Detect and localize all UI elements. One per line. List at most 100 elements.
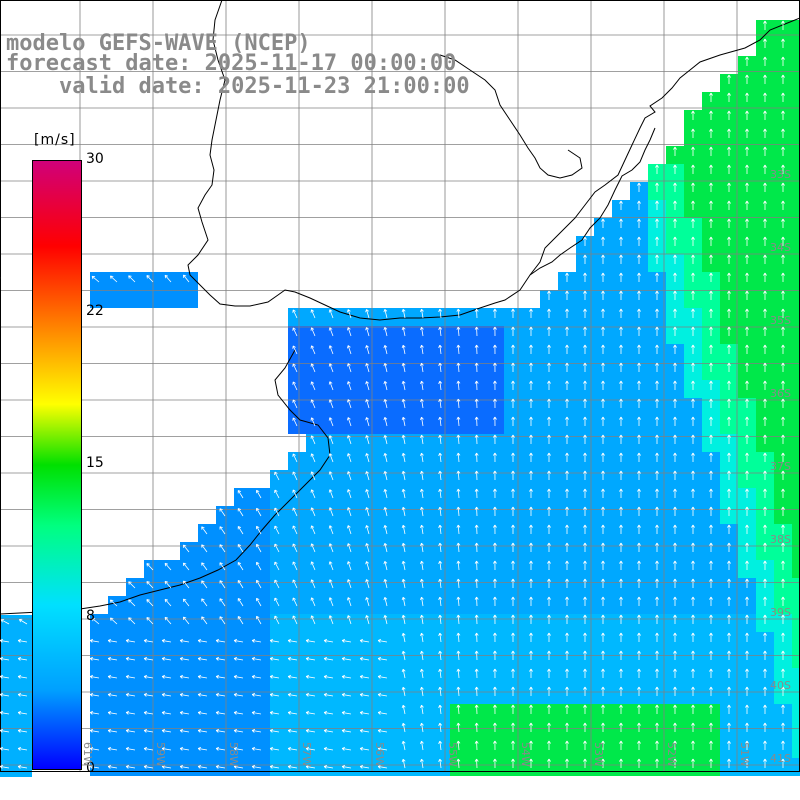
wind-arrow bbox=[310, 381, 316, 391]
wind-arrow bbox=[709, 668, 713, 678]
wind-arrow bbox=[323, 710, 334, 715]
wind-cell bbox=[180, 578, 198, 596]
wind-arrow bbox=[763, 506, 767, 516]
wind-arrow bbox=[691, 488, 695, 498]
wind-arrow bbox=[601, 506, 605, 516]
longitude-label: 55W bbox=[446, 742, 459, 767]
wind-cell bbox=[108, 632, 126, 650]
wind-cell bbox=[288, 524, 306, 542]
wind-arrow bbox=[125, 728, 136, 733]
wind-arrow bbox=[456, 326, 461, 337]
wind-arrow bbox=[745, 668, 749, 678]
wind-arrow bbox=[691, 308, 695, 318]
wind-arrow bbox=[456, 596, 461, 607]
wind-cell bbox=[288, 380, 306, 398]
wind-arrow bbox=[727, 488, 731, 498]
wind-arrow bbox=[637, 488, 641, 498]
wind-arrow bbox=[237, 490, 244, 499]
wind-arrow bbox=[763, 74, 767, 84]
wind-cell bbox=[126, 290, 144, 308]
wind-arrow bbox=[763, 452, 767, 462]
wind-arrow bbox=[365, 561, 370, 571]
wind-cell bbox=[198, 686, 216, 704]
wind-arrow bbox=[673, 686, 677, 696]
wind-cell bbox=[90, 704, 108, 722]
wind-arrow bbox=[763, 758, 767, 768]
wind-arrow bbox=[637, 272, 641, 282]
wind-arrow bbox=[619, 272, 623, 282]
wind-arrow bbox=[619, 470, 623, 480]
wind-arrow bbox=[727, 434, 731, 444]
wind-arrow bbox=[359, 710, 370, 715]
wind-cell bbox=[252, 542, 270, 560]
wind-arrow bbox=[365, 417, 370, 427]
wind-arrow bbox=[438, 452, 443, 463]
wind-cell bbox=[792, 38, 800, 56]
wind-arrow bbox=[619, 218, 623, 228]
wind-arrow bbox=[727, 758, 731, 768]
wind-arrow bbox=[492, 434, 497, 445]
wind-arrow bbox=[323, 746, 334, 751]
wind-cell bbox=[252, 614, 270, 632]
wind-arrow bbox=[547, 578, 551, 588]
wind-arrow bbox=[359, 764, 370, 769]
wind-arrow bbox=[547, 398, 551, 408]
wind-arrow bbox=[274, 525, 280, 535]
wind-arrow bbox=[164, 598, 172, 607]
wind-arrow bbox=[529, 596, 533, 606]
wind-arrow bbox=[438, 434, 443, 445]
wind-arrow bbox=[763, 308, 767, 318]
wind-arrow bbox=[365, 327, 370, 337]
wind-arrow bbox=[565, 578, 569, 588]
wind-arrow bbox=[547, 416, 551, 426]
wind-cell bbox=[792, 488, 800, 506]
wind-arrow bbox=[655, 542, 659, 552]
wind-arrow bbox=[347, 327, 352, 337]
wind-cell bbox=[198, 704, 216, 722]
wind-arrow bbox=[619, 398, 623, 408]
wind-arrow bbox=[709, 578, 713, 588]
wind-arrow bbox=[310, 489, 316, 499]
wind-arrow bbox=[0, 746, 10, 751]
wind-arrow bbox=[305, 746, 316, 751]
wind-arrow bbox=[237, 580, 244, 589]
wind-arrow bbox=[347, 417, 352, 427]
wind-arrow bbox=[287, 728, 298, 733]
wind-arrow bbox=[365, 345, 370, 355]
wind-arrow bbox=[691, 578, 695, 588]
wind-arrow bbox=[727, 704, 731, 714]
wind-arrow bbox=[619, 740, 623, 750]
wind-arrow bbox=[583, 524, 587, 534]
wind-arrow bbox=[781, 326, 785, 336]
wind-arrow bbox=[673, 326, 677, 336]
wind-cell bbox=[108, 290, 126, 308]
wind-arrow bbox=[547, 614, 551, 624]
wind-arrow bbox=[215, 656, 226, 661]
wind-cell bbox=[90, 650, 108, 668]
wind-arrow bbox=[377, 692, 388, 697]
wind-arrow bbox=[89, 674, 100, 679]
wind-arrow bbox=[637, 434, 641, 444]
wind-arrow bbox=[17, 674, 28, 679]
wind-arrow bbox=[547, 470, 551, 480]
wind-arrow bbox=[17, 764, 28, 769]
wind-arrow bbox=[511, 380, 515, 390]
wind-arrow bbox=[781, 20, 785, 30]
wind-arrow bbox=[492, 506, 497, 517]
wind-cell bbox=[792, 380, 800, 398]
wind-arrow bbox=[565, 272, 569, 282]
wind-arrow bbox=[215, 692, 226, 697]
wind-arrow bbox=[691, 254, 695, 264]
wind-arrow bbox=[383, 524, 388, 535]
wind-arrow bbox=[565, 452, 569, 462]
wind-arrow bbox=[691, 146, 695, 156]
wind-cell bbox=[16, 705, 32, 723]
wind-arrow bbox=[691, 650, 695, 660]
wind-arrow bbox=[17, 656, 28, 661]
wind-arrow bbox=[233, 764, 244, 769]
wind-arrow bbox=[269, 764, 280, 769]
wind-cell bbox=[252, 650, 270, 668]
wind-arrow bbox=[347, 453, 352, 463]
wind-arrow bbox=[347, 381, 352, 391]
wind-arrow bbox=[709, 362, 713, 372]
